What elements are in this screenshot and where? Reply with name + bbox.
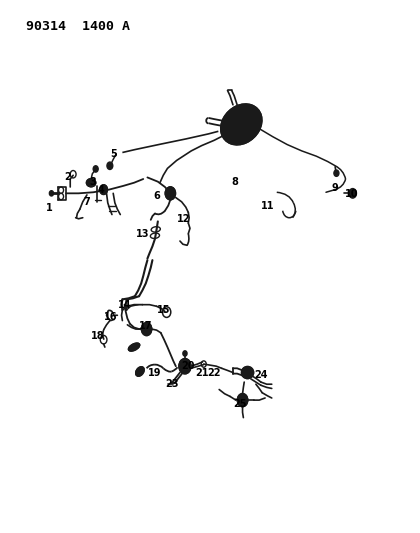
- Text: 24: 24: [254, 370, 268, 380]
- Text: 1: 1: [46, 203, 53, 213]
- Text: 12: 12: [177, 214, 191, 224]
- Text: 22: 22: [207, 368, 221, 377]
- Text: 5: 5: [110, 149, 118, 159]
- Circle shape: [241, 398, 244, 403]
- Ellipse shape: [87, 179, 96, 187]
- Circle shape: [349, 189, 357, 198]
- Text: 2: 2: [64, 172, 71, 182]
- Text: 18: 18: [92, 332, 105, 342]
- Ellipse shape: [241, 367, 253, 378]
- Circle shape: [179, 359, 191, 374]
- Text: 8: 8: [231, 176, 239, 187]
- Ellipse shape: [230, 116, 247, 136]
- Circle shape: [107, 162, 113, 169]
- Text: 7: 7: [83, 197, 90, 207]
- Text: 6: 6: [153, 191, 160, 201]
- Circle shape: [142, 322, 152, 335]
- Circle shape: [93, 166, 98, 172]
- Circle shape: [334, 170, 339, 176]
- Text: 90314  1400 A: 90314 1400 A: [26, 20, 131, 33]
- Text: 17: 17: [139, 321, 152, 331]
- Text: 3: 3: [89, 176, 96, 187]
- Ellipse shape: [221, 104, 262, 144]
- Text: 13: 13: [136, 229, 149, 239]
- Text: 4: 4: [97, 184, 104, 195]
- Text: 11: 11: [261, 200, 274, 211]
- Text: 15: 15: [158, 305, 171, 315]
- Ellipse shape: [136, 367, 144, 376]
- Text: 9: 9: [332, 183, 339, 193]
- Text: 20: 20: [181, 361, 195, 371]
- Text: 14: 14: [118, 300, 131, 310]
- Text: 21: 21: [195, 368, 208, 377]
- Text: 10: 10: [345, 189, 359, 199]
- Text: 23: 23: [165, 379, 178, 389]
- Circle shape: [182, 363, 187, 369]
- Ellipse shape: [129, 343, 139, 351]
- Text: 16: 16: [104, 312, 118, 322]
- Circle shape: [183, 351, 187, 356]
- Circle shape: [50, 191, 53, 196]
- Circle shape: [165, 187, 176, 200]
- Circle shape: [144, 326, 149, 332]
- Circle shape: [244, 368, 251, 377]
- Circle shape: [238, 394, 247, 407]
- Circle shape: [100, 185, 108, 195]
- Text: 19: 19: [148, 368, 162, 377]
- Circle shape: [230, 122, 241, 135]
- Text: 25: 25: [233, 399, 247, 409]
